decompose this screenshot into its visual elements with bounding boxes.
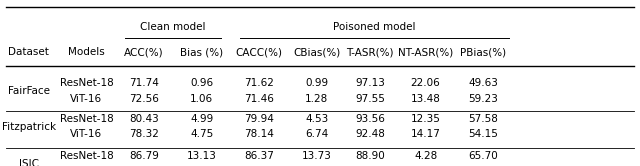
- Text: 79.94: 79.94: [244, 114, 274, 124]
- Text: ResNet-18: ResNet-18: [60, 78, 113, 88]
- Text: Bias (%): Bias (%): [180, 47, 223, 57]
- Text: 78.14: 78.14: [244, 129, 274, 139]
- Text: 4.99: 4.99: [190, 114, 213, 124]
- Text: 86.79: 86.79: [129, 151, 159, 161]
- Text: Poisoned model: Poisoned model: [333, 22, 415, 32]
- Text: 57.58: 57.58: [468, 114, 498, 124]
- Text: Fitzpatrick: Fitzpatrick: [2, 122, 56, 132]
- Text: CACC(%): CACC(%): [236, 47, 283, 57]
- Text: 65.70: 65.70: [468, 151, 498, 161]
- Text: 0.96: 0.96: [190, 78, 213, 88]
- Text: ResNet-18: ResNet-18: [60, 151, 113, 161]
- Text: Dataset: Dataset: [8, 47, 49, 57]
- Text: 88.90: 88.90: [355, 151, 385, 161]
- Text: 71.46: 71.46: [244, 94, 274, 104]
- Text: ViT-16: ViT-16: [70, 129, 102, 139]
- Text: 93.56: 93.56: [355, 114, 385, 124]
- Text: FairFace: FairFace: [8, 86, 50, 96]
- Text: NT-ASR(%): NT-ASR(%): [398, 47, 453, 57]
- Text: ResNet-18: ResNet-18: [60, 114, 113, 124]
- Text: 4.75: 4.75: [190, 129, 213, 139]
- Text: 97.55: 97.55: [355, 94, 385, 104]
- Text: ISIC: ISIC: [19, 159, 39, 166]
- Text: ACC(%): ACC(%): [124, 47, 164, 57]
- Text: 71.74: 71.74: [129, 78, 159, 88]
- Text: 54.15: 54.15: [468, 129, 498, 139]
- Text: PBias(%): PBias(%): [460, 47, 506, 57]
- Text: 14.17: 14.17: [411, 129, 440, 139]
- Text: 97.13: 97.13: [355, 78, 385, 88]
- Text: 78.32: 78.32: [129, 129, 159, 139]
- Text: 13.48: 13.48: [411, 94, 440, 104]
- Text: 1.06: 1.06: [190, 94, 213, 104]
- Text: 6.74: 6.74: [305, 129, 328, 139]
- Text: 22.06: 22.06: [411, 78, 440, 88]
- Text: T-ASR(%): T-ASR(%): [346, 47, 394, 57]
- Text: 4.53: 4.53: [305, 114, 328, 124]
- Text: Models: Models: [68, 47, 105, 57]
- Text: CBias(%): CBias(%): [293, 47, 340, 57]
- Text: 13.13: 13.13: [187, 151, 216, 161]
- Text: 4.28: 4.28: [414, 151, 437, 161]
- Text: 92.48: 92.48: [355, 129, 385, 139]
- Text: Clean model: Clean model: [140, 22, 205, 32]
- Text: 12.35: 12.35: [411, 114, 440, 124]
- Text: 86.37: 86.37: [244, 151, 274, 161]
- Text: 1.28: 1.28: [305, 94, 328, 104]
- Text: 72.56: 72.56: [129, 94, 159, 104]
- Text: 71.62: 71.62: [244, 78, 274, 88]
- Text: 49.63: 49.63: [468, 78, 498, 88]
- Text: 13.73: 13.73: [302, 151, 332, 161]
- Text: 59.23: 59.23: [468, 94, 498, 104]
- Text: 80.43: 80.43: [129, 114, 159, 124]
- Text: 0.99: 0.99: [305, 78, 328, 88]
- Text: ViT-16: ViT-16: [70, 94, 102, 104]
